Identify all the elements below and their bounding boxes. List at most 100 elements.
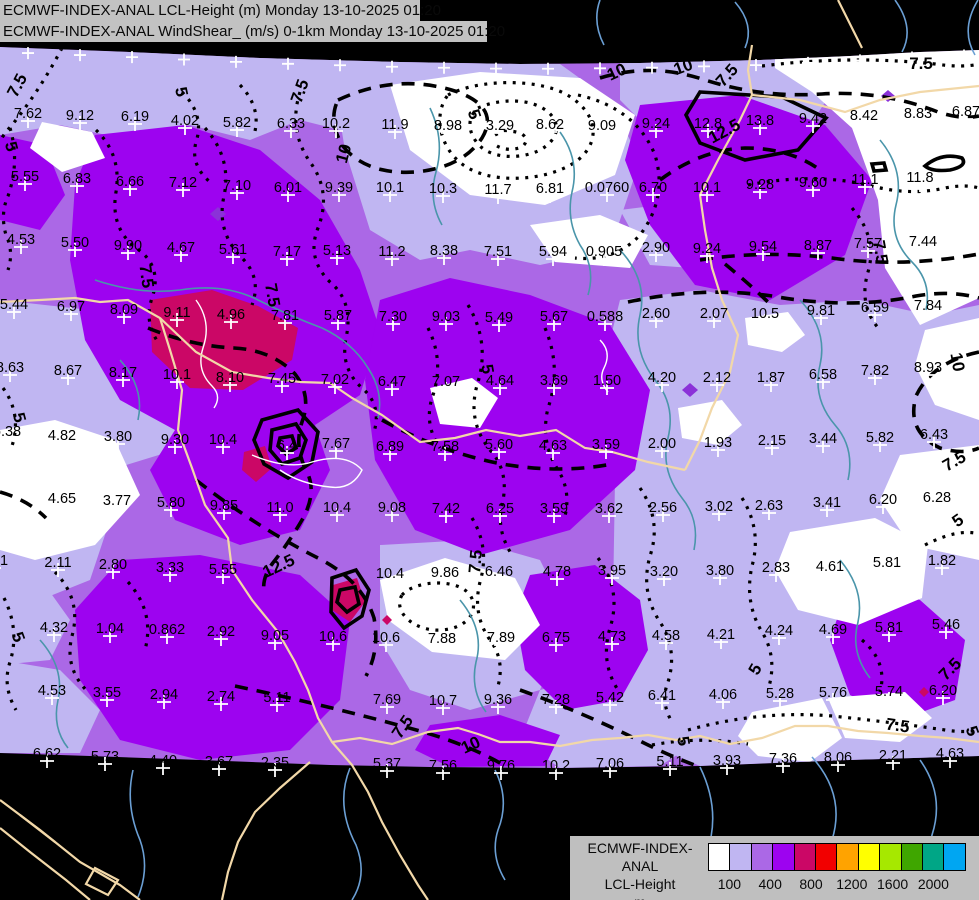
graticule-cross [331,316,345,330]
graticule-cross [217,506,231,520]
graticule-cross [826,693,840,707]
station-value: 5.80 [157,495,185,517]
station-value: 9.03 [432,309,460,331]
station-value-text: 11.0 [266,500,293,516]
station-value-text: 11.9 [381,117,408,133]
station-value: 4.82 [48,428,76,450]
graticule-cross [861,244,875,258]
station-value-text: 10.4 [376,566,404,582]
station-value-text: 0.862 [149,622,185,638]
legend-swatch [708,843,731,871]
station-value-text: 9.81 [807,303,835,319]
station-value: 3.67 [205,754,233,776]
graticule-cross [823,567,837,581]
station-value: 5.44 [0,297,28,319]
station-value: 3.93 [713,753,741,775]
graticule-cross [61,371,75,385]
station-value: 3.80 [706,563,734,585]
station-value: 7.06 [596,756,624,778]
station-value-text: 3.55 [93,685,121,701]
graticule-cross [491,190,505,204]
station-value: 3.80 [104,429,132,451]
graticule-cross [40,754,54,768]
station-value: 7.62 [14,106,42,128]
station-value-text: 6.58 [809,367,837,383]
station-value-text: 7.30 [379,309,407,325]
station-value: 9.90 [114,238,142,260]
station-value: 5.55 [209,562,237,584]
station-value: 9.05 [261,628,289,650]
graticule-cross [959,112,973,126]
graticule-cross [958,49,970,62]
station-value: 7.28 [542,692,570,714]
station-value: 7.88 [428,631,456,653]
graticule-cross [707,314,721,328]
station-value-text: 6.46 [485,564,513,580]
station-value-text: 6.20 [929,683,957,699]
station-value: 4.73 [598,629,626,651]
station-value-text: 4.63 [539,438,567,454]
station-value: 4.65 [48,491,76,513]
station-value: 9.76 [487,758,515,780]
graticule-cross [21,114,35,128]
station-value: 2.11 [44,555,72,577]
graticule-cross [700,249,714,263]
graticule-cross [906,51,918,64]
station-value-text: 11.8 [906,170,933,186]
graticule-cross [223,378,237,392]
station-value: 2.74 [207,689,235,711]
station-value-text: 11.7 [484,182,511,198]
station-value-text: 1.04 [96,621,124,637]
station-value-text: 6.43 [920,427,948,443]
graticule-cross [212,762,226,776]
graticule-cross [230,123,244,137]
station-value-text: 5.81 [873,555,901,571]
station-value: 2.63 [755,498,783,520]
graticule-cross [594,62,606,75]
station-value: 8.06 [824,750,852,772]
graticule-cross [811,246,825,260]
graticule-cross [214,632,228,646]
station-value: 7.89 [487,630,515,652]
station-value-text: 8.93 [914,360,942,376]
legend-tick-label: 1200 [836,876,868,892]
station-value-text: 11.2 [378,244,405,260]
graticule-cross [820,503,834,517]
station-value: 6.87 [952,104,979,126]
station-value-text: 2.92 [207,624,235,640]
graticule-cross [701,124,715,138]
graticule-cross [868,371,882,385]
graticule-cross [492,318,506,332]
legend-color-scale [708,843,966,871]
station-value-text: 6.19 [121,109,149,125]
graticule-cross [494,638,508,652]
graticule-cross [438,447,452,461]
station-value-text: 2.15 [758,433,786,449]
contour-label: 5 [477,363,497,376]
station-value-text: 3.80 [706,563,734,579]
graticule-cross [170,313,184,327]
graticule-cross [602,509,616,523]
station-value: 5.81 [875,620,903,642]
graticule-cross [769,568,783,582]
graticule-cross [649,314,663,328]
station-value-text: 5.67 [540,309,568,325]
graticule-cross [716,695,730,709]
graticule-cross [943,754,957,768]
station-value-text: 7.58 [431,439,459,455]
legend-swatch [793,843,816,871]
graticule-cross [549,638,563,652]
graticule-cross [278,316,292,330]
station-value-text: 4.73 [598,629,626,645]
station-value: 3.20 [650,564,678,586]
station-value: 6.33 [277,116,305,138]
station-value: 10.4 [323,500,351,522]
station-value: 10.7 [429,693,457,715]
station-value: 7.07 [432,374,460,396]
station-value-text: 2.00 [648,436,676,452]
graticule-cross [214,697,228,711]
graticule-cross [380,700,394,714]
graticule-cross [330,251,344,265]
station-value: 3.95 [598,563,626,585]
station-value: 7.02 [321,372,349,394]
